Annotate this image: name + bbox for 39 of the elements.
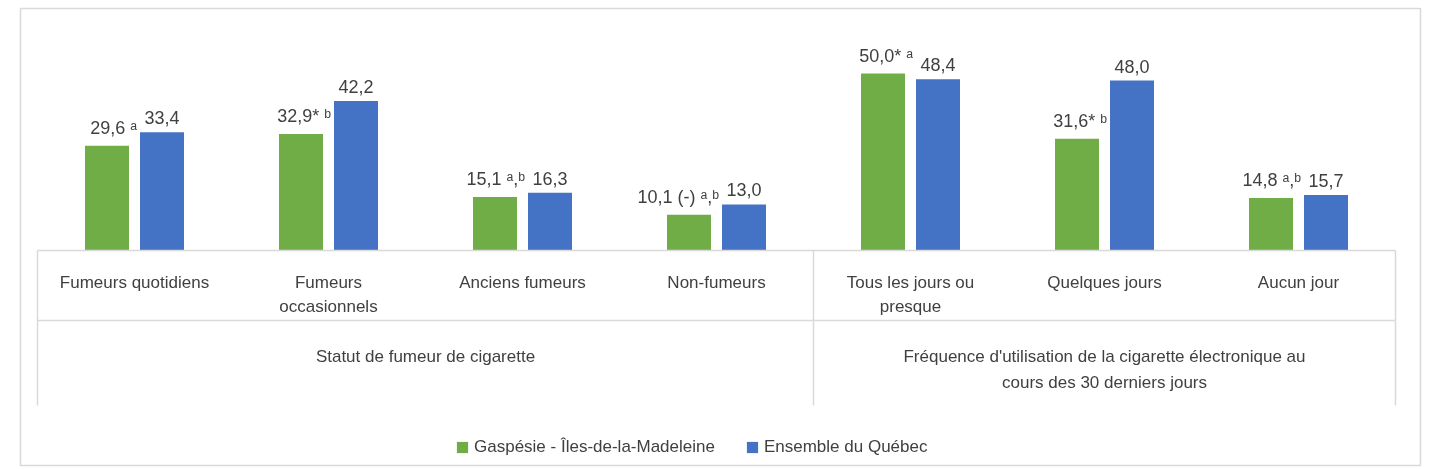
x-tick-label: Anciens fumeurs	[459, 272, 586, 292]
x-tick-label: Aucun jour	[1257, 272, 1340, 292]
data-label: 15,1 ᵃ,ᵇ	[466, 169, 526, 190]
bar	[1055, 138, 1099, 251]
bar	[473, 197, 517, 251]
bar	[528, 192, 572, 251]
text: Statut de fumeur de cigarette	[315, 346, 536, 366]
data-label: 32,9* ᵇ	[277, 106, 332, 127]
data-label: 29,6 ᵃ	[90, 117, 138, 138]
bar	[861, 73, 905, 251]
bar	[916, 79, 960, 251]
data-label: 31,6* ᵇ	[1053, 110, 1108, 131]
bar	[140, 132, 184, 251]
bar	[1110, 80, 1154, 251]
data-label: 33,4	[144, 108, 180, 129]
bar	[1304, 194, 1348, 251]
data-label: 48,0	[1114, 56, 1150, 77]
legend-label: Ensemble du Québec	[763, 437, 928, 457]
data-label: 15,7	[1308, 170, 1344, 191]
x-tick-label: Fumeurs quotidiens	[59, 272, 210, 292]
data-label: 48,4	[920, 55, 956, 76]
data-label: 10,1 (-) ᵃ,ᵇ	[637, 186, 720, 207]
data-label: 14,8 ᵃ,ᵇ	[1242, 170, 1302, 191]
text: Fréquence d'utilisation de la cigarette électronique au cours des 30 derniers jours	[903, 346, 1306, 393]
legend-label: Gaspésie - Îles-de-la-Madeleine	[474, 437, 715, 457]
bar	[667, 214, 711, 251]
data-label: 50,0* ᵃ	[859, 45, 914, 66]
x-tick-label: Quelques jours	[1047, 272, 1162, 292]
data-label: 13,0	[726, 180, 762, 201]
bar	[722, 204, 766, 251]
x-tick-label: Non-fumeurs	[667, 272, 766, 292]
data-label: 42,2	[338, 77, 374, 98]
bar	[279, 134, 323, 251]
x-tick-label: Fumeurs occasionnels	[279, 272, 378, 317]
bar	[334, 101, 378, 251]
x-tick-label: Tous les jours ou presque	[846, 272, 975, 317]
bar	[85, 145, 129, 251]
bar	[1249, 198, 1293, 251]
data-label: 16,3	[532, 168, 568, 189]
